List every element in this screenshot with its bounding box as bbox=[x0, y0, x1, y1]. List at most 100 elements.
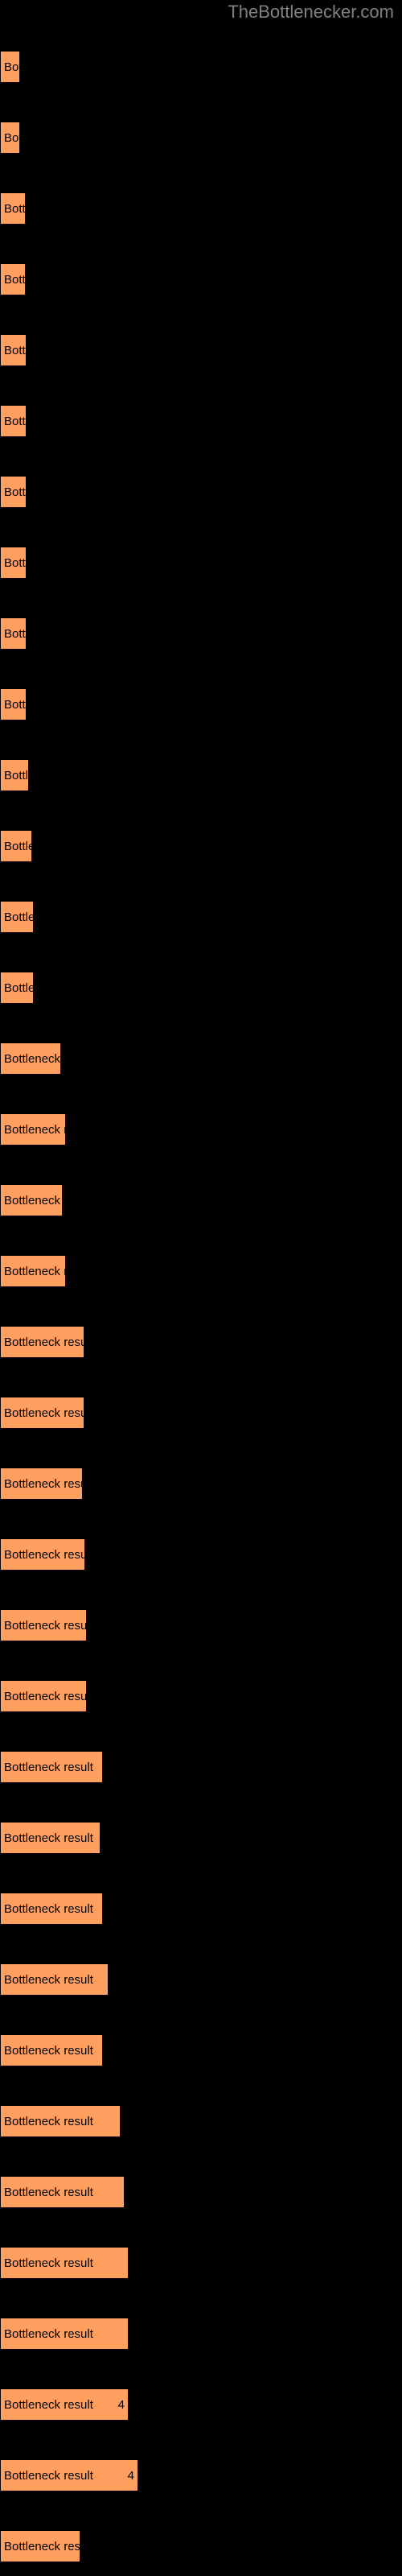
bar-label: Bottleneck result bbox=[4, 2256, 93, 2270]
chart-row: Bottleneck result4 bbox=[0, 2433, 402, 2500]
bar-label: Bottleneck result bbox=[4, 1619, 87, 1633]
bar-area: Bottleneck result bbox=[0, 892, 402, 942]
chart-row: Bottleneck result bbox=[0, 2149, 402, 2217]
bar-label: Bottleneck result bbox=[4, 131, 20, 145]
bar: Bottleneck result bbox=[0, 1963, 109, 1996]
bar-label: Bottleneck result bbox=[4, 840, 32, 853]
bar-label: Bottleneck result bbox=[4, 1973, 93, 1987]
bar-label: Bottleneck result bbox=[4, 1123, 66, 1137]
chart-row: Bottleneck result bbox=[0, 1866, 402, 1934]
bar: Bottleneck result bbox=[0, 972, 34, 1004]
chart-row: Bottleneck result bbox=[0, 1512, 402, 1579]
chart-row: Bottleneck result bbox=[0, 1087, 402, 1154]
bar-area: Bottleneck result bbox=[0, 1175, 402, 1225]
chart-row: Bottleneck result bbox=[0, 2079, 402, 2146]
bar: Bottleneck result4 bbox=[0, 2459, 138, 2491]
bar-label: Bottleneck result bbox=[4, 1902, 93, 1916]
bar: Bottleneck result bbox=[0, 476, 27, 508]
chart-row: Bottleneck result bbox=[0, 2220, 402, 2288]
bar-label: Bottleneck result bbox=[4, 2540, 80, 2553]
bar: Bottleneck result bbox=[0, 1680, 87, 1712]
bar: Bottleneck result bbox=[0, 759, 29, 791]
bar: Bottleneck result bbox=[0, 192, 26, 225]
bar: Bottleneck result bbox=[0, 2530, 80, 2562]
bar-area: Bottleneck result bbox=[0, 2238, 402, 2288]
bar-label: Bottleneck result bbox=[4, 2327, 93, 2341]
bar-area: Bottleneck result bbox=[0, 2025, 402, 2075]
bar: Bottleneck result bbox=[0, 2034, 103, 2066]
bar: Bottleneck result bbox=[0, 263, 26, 295]
bar-label: Bottleneck result bbox=[4, 2115, 93, 2128]
bar-label: Bottleneck result bbox=[4, 1690, 87, 1703]
bar: Bottleneck result bbox=[0, 334, 27, 366]
chart-row: Bottleneck result bbox=[0, 803, 402, 871]
bar-label: Bottleneck result bbox=[4, 556, 27, 570]
chart-row: Bottleneck result bbox=[0, 308, 402, 375]
bar-chart: Bottleneck result Bottleneck result Bottle… bbox=[0, 0, 402, 2571]
bar-label: Bottleneck result bbox=[4, 202, 26, 216]
bar-label: Bottleneck result bbox=[4, 1477, 83, 1491]
bar-label: Bottleneck result bbox=[4, 769, 29, 782]
bar-label: Bottleneck result bbox=[4, 910, 34, 924]
bar-area: Bottleneck result bbox=[0, 1246, 402, 1296]
bar-label: Bottleneck result bbox=[4, 2186, 93, 2199]
bar-area: Bottleneck result bbox=[0, 2521, 402, 2571]
chart-row: Bottleneck result bbox=[0, 1724, 402, 1792]
bar-area: Bottleneck result bbox=[0, 42, 402, 92]
chart-row: Bottleneck result bbox=[0, 2291, 402, 2359]
chart-row: Bottleneck result bbox=[0, 2504, 402, 2571]
chart-row: Bottleneck result bbox=[0, 237, 402, 304]
bar: Bottleneck result bbox=[0, 1184, 63, 1216]
bar-area: Bottleneck result bbox=[0, 467, 402, 517]
bar: Bottleneck result bbox=[0, 1042, 61, 1075]
bar-area: Bottleneck result bbox=[0, 1955, 402, 2004]
chart-row: Bottleneck result bbox=[0, 1158, 402, 1225]
bar-label: Bottleneck result bbox=[4, 1194, 63, 1208]
bar-label: Bottleneck result bbox=[4, 1406, 84, 1420]
bar: Bottleneck result bbox=[0, 1397, 84, 1429]
chart-row: Bottleneck result bbox=[0, 1228, 402, 1296]
bar-area: Bottleneck result bbox=[0, 1813, 402, 1863]
bar-label: Bottleneck result bbox=[4, 485, 27, 499]
chart-row: Bottleneck result bbox=[0, 733, 402, 800]
chart-row: Bottleneck result bbox=[0, 1370, 402, 1438]
bar-label: Bottleneck result bbox=[4, 344, 27, 357]
bar: Bottleneck result bbox=[0, 2176, 125, 2208]
bar: Bottleneck result bbox=[0, 1893, 103, 1925]
chart-row: Bottleneck result bbox=[0, 449, 402, 517]
bar-area: Bottleneck result bbox=[0, 1459, 402, 1509]
bar-area: Bottleneck result bbox=[0, 113, 402, 163]
chart-row: Bottleneck result bbox=[0, 662, 402, 729]
bar: Bottleneck result bbox=[0, 830, 32, 862]
bar-area: Bottleneck result bbox=[0, 963, 402, 1013]
bar: Bottleneck result bbox=[0, 1113, 66, 1146]
bar-area: Bottleneck result bbox=[0, 1884, 402, 1934]
bar-label: Bottleneck result bbox=[4, 60, 20, 74]
bar: Bottleneck result bbox=[0, 901, 34, 933]
bar-area: Bottleneck result bbox=[0, 1600, 402, 1650]
bar-area: Bottleneck result bbox=[0, 1034, 402, 1084]
bar: Bottleneck result bbox=[0, 1255, 66, 1287]
bar-label: Bottleneck result bbox=[4, 2044, 93, 2058]
bar: Bottleneck result bbox=[0, 51, 20, 83]
bar-label: Bottleneck result bbox=[4, 2398, 93, 2412]
bar: Bottleneck result bbox=[0, 405, 27, 437]
chart-row: Bottleneck result bbox=[0, 166, 402, 233]
bar-area: Bottleneck result bbox=[0, 1388, 402, 1438]
chart-row: Bottleneck result bbox=[0, 1299, 402, 1367]
bar-label: Bottleneck result bbox=[4, 2469, 93, 2483]
chart-row: Bottleneck result4 bbox=[0, 2362, 402, 2429]
bar-label: Bottleneck result bbox=[4, 981, 34, 995]
bar-area: Bottleneck result bbox=[0, 2167, 402, 2217]
bar-area: Bottleneck result bbox=[0, 750, 402, 800]
bar-label: Bottleneck result bbox=[4, 1335, 84, 1349]
bar-area: Bottleneck result bbox=[0, 254, 402, 304]
bar-area: Bottleneck result bbox=[0, 1530, 402, 1579]
bar: Bottleneck result bbox=[0, 1326, 84, 1358]
chart-row: Bottleneck result bbox=[0, 945, 402, 1013]
bar-label: Bottleneck result bbox=[4, 1052, 61, 1066]
chart-row: Bottleneck result bbox=[0, 1795, 402, 1863]
bar: Bottleneck result bbox=[0, 1751, 103, 1783]
bar-label: Bottleneck result bbox=[4, 273, 26, 287]
chart-row: Bottleneck result bbox=[0, 1441, 402, 1509]
